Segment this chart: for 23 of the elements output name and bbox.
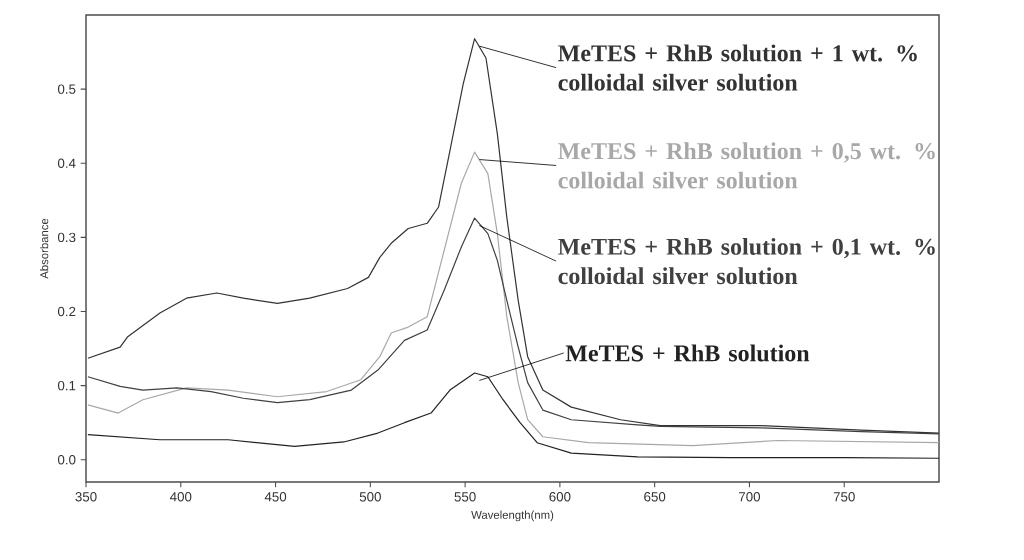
text: MeTES + RhB solution	[565, 344, 810, 362]
line-series	[87, 372, 940, 459]
text: MeTES + RhB solution + 0,5 wt. % colloidal silver solution	[558, 142, 935, 189]
text: MeTES + RhB solution + 1 wt. % colloidal silver solution	[558, 44, 917, 91]
y-tick-label: 0.2	[57, 306, 76, 317]
x-tick-label: 650	[644, 492, 666, 502]
y-tick-label: 0.0	[57, 455, 76, 465]
x-tick-label: 700	[739, 492, 761, 502]
y-axis-title: Absorbance	[39, 218, 49, 279]
x-tick-label: 600	[549, 492, 571, 502]
x-tick-label: 750	[833, 492, 855, 502]
line-series	[87, 38, 940, 434]
x-tick-label: 450	[264, 492, 287, 502]
x-axis-title: Wavelength(nm)	[471, 510, 554, 522]
x-tick-label: 350	[75, 492, 97, 502]
x-tick-label: 500	[359, 492, 381, 502]
y-tick-label: 0.1	[57, 380, 76, 391]
y-tick-label: 0.4	[57, 158, 76, 168]
y-tick-label: 0.5	[57, 84, 76, 94]
text: MeTES + RhB solution + 0,1 wt. % colloidal silver solution	[558, 237, 935, 285]
y-tick-label: 0.3	[57, 232, 76, 243]
x-tick-label: 550	[454, 492, 476, 502]
x-tick-label: 400	[169, 492, 192, 502]
